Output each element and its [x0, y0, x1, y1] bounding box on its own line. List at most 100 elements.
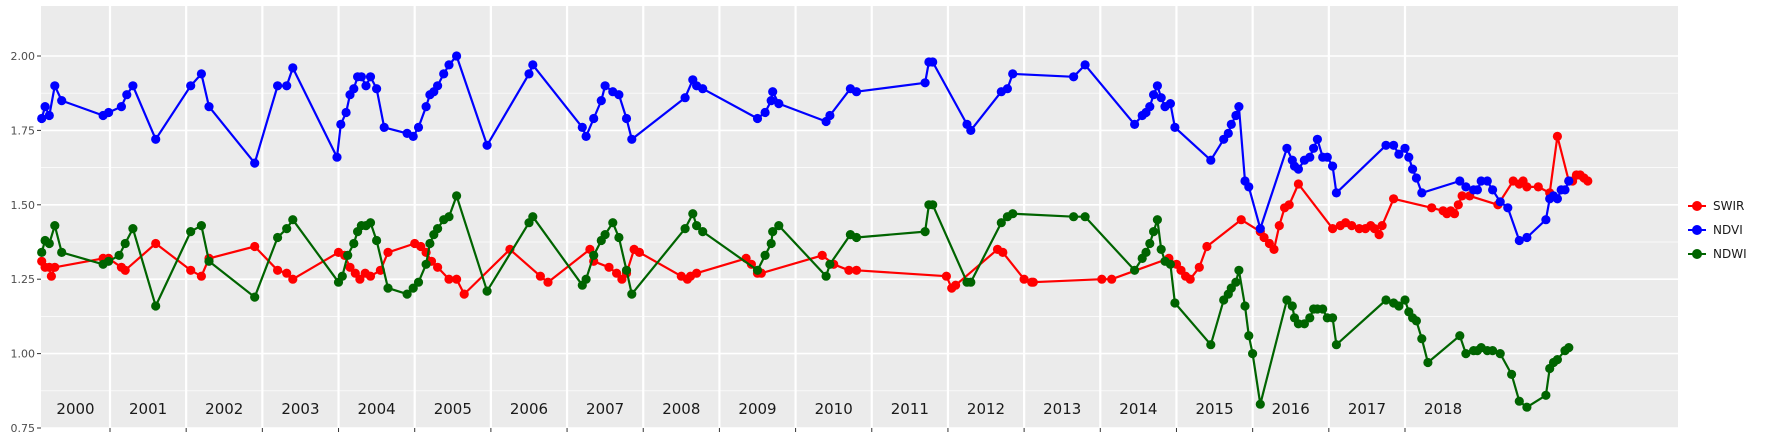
legend-label: NDWI — [1713, 247, 1747, 261]
data-point — [1411, 173, 1421, 183]
data-point — [1404, 152, 1414, 162]
series — [37, 51, 1593, 412]
data-point — [1309, 143, 1319, 153]
data-point — [433, 224, 443, 234]
data-point — [621, 265, 632, 275]
data-point — [1541, 390, 1551, 400]
data-point — [1156, 244, 1166, 254]
data-point — [1461, 182, 1471, 192]
plot-panel — [41, 6, 1678, 428]
data-point — [1400, 143, 1410, 153]
data-point — [1223, 128, 1233, 138]
data-point — [57, 96, 67, 106]
year-label: 2018 — [1424, 400, 1462, 418]
legend-item-swir: SWIR — [1688, 199, 1744, 213]
data-point — [596, 96, 606, 106]
data-point — [1008, 209, 1018, 219]
data-point — [966, 277, 976, 287]
y-tick-label: 1.00 — [11, 348, 36, 361]
data-point — [1170, 298, 1180, 308]
data-point — [1185, 274, 1195, 284]
data-point — [1293, 179, 1303, 189]
y-tick-label: 1.75 — [11, 124, 36, 137]
data-point — [821, 271, 831, 281]
data-point — [408, 283, 418, 293]
data-point — [349, 238, 359, 249]
data-point — [528, 212, 538, 222]
data-point — [44, 110, 54, 121]
data-point — [452, 191, 462, 201]
year-label: 2007 — [586, 400, 624, 418]
data-point — [621, 113, 632, 124]
data-point — [1293, 164, 1303, 174]
data-point — [413, 277, 424, 287]
data-point — [951, 280, 961, 290]
data-point — [774, 221, 784, 231]
data-point — [1299, 319, 1309, 329]
data-point — [760, 250, 770, 260]
data-point — [421, 102, 431, 112]
data-point — [383, 283, 393, 293]
data-point — [416, 241, 426, 252]
data-point — [186, 81, 196, 91]
data-point — [966, 125, 976, 135]
data-point — [1488, 185, 1498, 195]
data-point — [1141, 247, 1151, 257]
data-point — [365, 271, 376, 281]
legend-key-point — [1692, 225, 1702, 235]
year-label: 2000 — [56, 400, 94, 418]
data-point — [1328, 224, 1338, 234]
data-point — [1152, 215, 1162, 225]
data-point — [774, 99, 784, 109]
data-point — [1234, 265, 1244, 275]
data-point — [1149, 90, 1159, 100]
data-point — [204, 102, 214, 112]
data-point — [581, 274, 591, 284]
data-point — [1097, 274, 1107, 284]
data-point — [752, 265, 763, 275]
data-point — [282, 224, 292, 234]
data-point — [439, 69, 449, 79]
data-point — [151, 301, 161, 311]
data-point — [44, 238, 54, 249]
data-point — [600, 81, 610, 91]
data-point — [37, 247, 47, 257]
data-point — [634, 247, 645, 257]
data-point — [273, 81, 283, 91]
data-point — [1248, 349, 1258, 359]
data-point — [1552, 131, 1562, 141]
legend-item-ndwi: NDWI — [1688, 247, 1747, 261]
legend-key-point — [1692, 249, 1702, 259]
data-point — [604, 262, 614, 272]
data-point — [151, 134, 161, 144]
year-label: 2003 — [281, 400, 319, 418]
data-point — [1145, 238, 1155, 249]
data-point — [1495, 349, 1505, 359]
year-label: 2004 — [358, 400, 396, 418]
data-point — [341, 107, 351, 118]
data-point — [698, 84, 708, 94]
data-point — [851, 232, 862, 243]
data-point — [1408, 164, 1418, 174]
year-label: 2002 — [205, 400, 243, 418]
data-point — [128, 81, 138, 91]
data-point — [1400, 295, 1410, 305]
data-point — [1244, 182, 1254, 192]
legend-label: SWIR — [1713, 199, 1744, 213]
data-point — [1069, 72, 1079, 82]
data-point — [1234, 102, 1244, 112]
data-point — [692, 268, 702, 278]
data-point — [372, 235, 382, 246]
data-point — [425, 238, 435, 249]
data-point — [1423, 357, 1433, 368]
data-point — [1130, 265, 1140, 275]
data-point — [688, 209, 698, 219]
data-point — [1347, 221, 1357, 231]
data-point — [998, 247, 1008, 257]
data-point — [1514, 235, 1524, 246]
year-label: 2010 — [815, 400, 853, 418]
data-point — [1533, 182, 1543, 192]
data-point — [920, 227, 930, 237]
data-point — [1507, 369, 1517, 379]
data-point — [1389, 140, 1399, 150]
